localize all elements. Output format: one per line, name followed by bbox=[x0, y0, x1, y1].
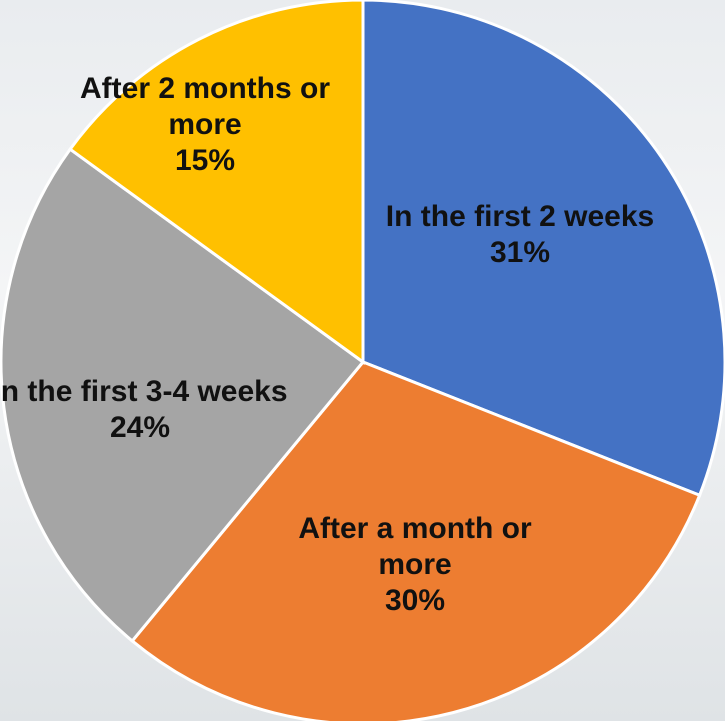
category-label: In the first 2 weeks bbox=[385, 200, 655, 233]
pie-slice bbox=[361, 0, 725, 498]
value-label: 31% bbox=[489, 236, 551, 269]
category-label: In the first 3-4 weeks bbox=[0, 375, 288, 408]
pie-slice bbox=[0, 147, 366, 644]
slice-label: After 2 months or more 15% bbox=[68, 71, 343, 179]
pie-slice bbox=[130, 360, 702, 721]
category-label: After 2 months or more bbox=[79, 72, 331, 141]
value-label: 24% bbox=[109, 411, 171, 444]
slice-label: In the first 3-4 weeks 24% bbox=[0, 374, 290, 446]
slice-label: After a month or more 30% bbox=[285, 511, 545, 619]
category-label: After a month or more bbox=[298, 512, 532, 581]
value-label: 15% bbox=[174, 144, 236, 177]
slice-label: In the first 2 weeks 31% bbox=[370, 199, 670, 271]
pie-slice bbox=[68, 0, 365, 365]
value-label: 30% bbox=[384, 584, 446, 617]
